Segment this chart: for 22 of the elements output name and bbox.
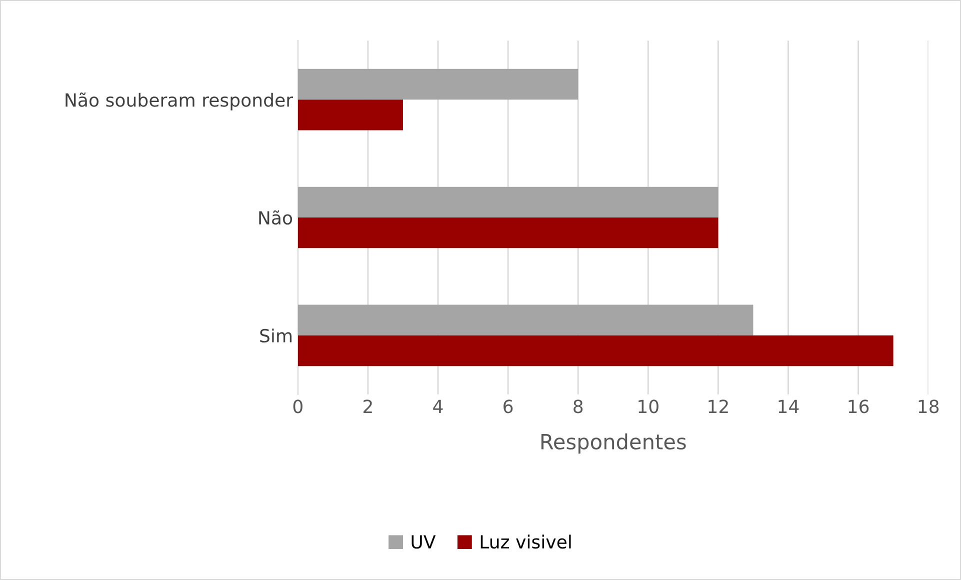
bar (298, 186, 718, 218)
x-tick-label: 10 (638, 400, 658, 414)
x-tick-label: 0 (293, 400, 302, 414)
y-tick-label: Sim (260, 328, 292, 343)
x-tick-label: 8 (574, 400, 583, 414)
x-tick-label: 18 (918, 400, 939, 414)
y-tick-label: Não souberam responder (66, 92, 294, 110)
x-tick-label: 16 (848, 400, 869, 414)
bar (298, 100, 403, 130)
x-tick-label: 2 (364, 400, 372, 413)
legend-label: UV (412, 535, 436, 549)
y-tick-label: Não (259, 210, 292, 225)
bar (298, 68, 578, 100)
x-tick-label: 4 (433, 400, 443, 413)
legend-label: Luz visivel (480, 534, 571, 549)
x-axis-title: Respondentes (541, 433, 686, 454)
x-tick-label: 12 (708, 400, 728, 413)
bar (298, 335, 894, 366)
bar (298, 218, 718, 248)
bar (298, 304, 754, 336)
x-tick-label: 14 (778, 400, 799, 413)
x-tick-label: 6 (504, 400, 513, 414)
